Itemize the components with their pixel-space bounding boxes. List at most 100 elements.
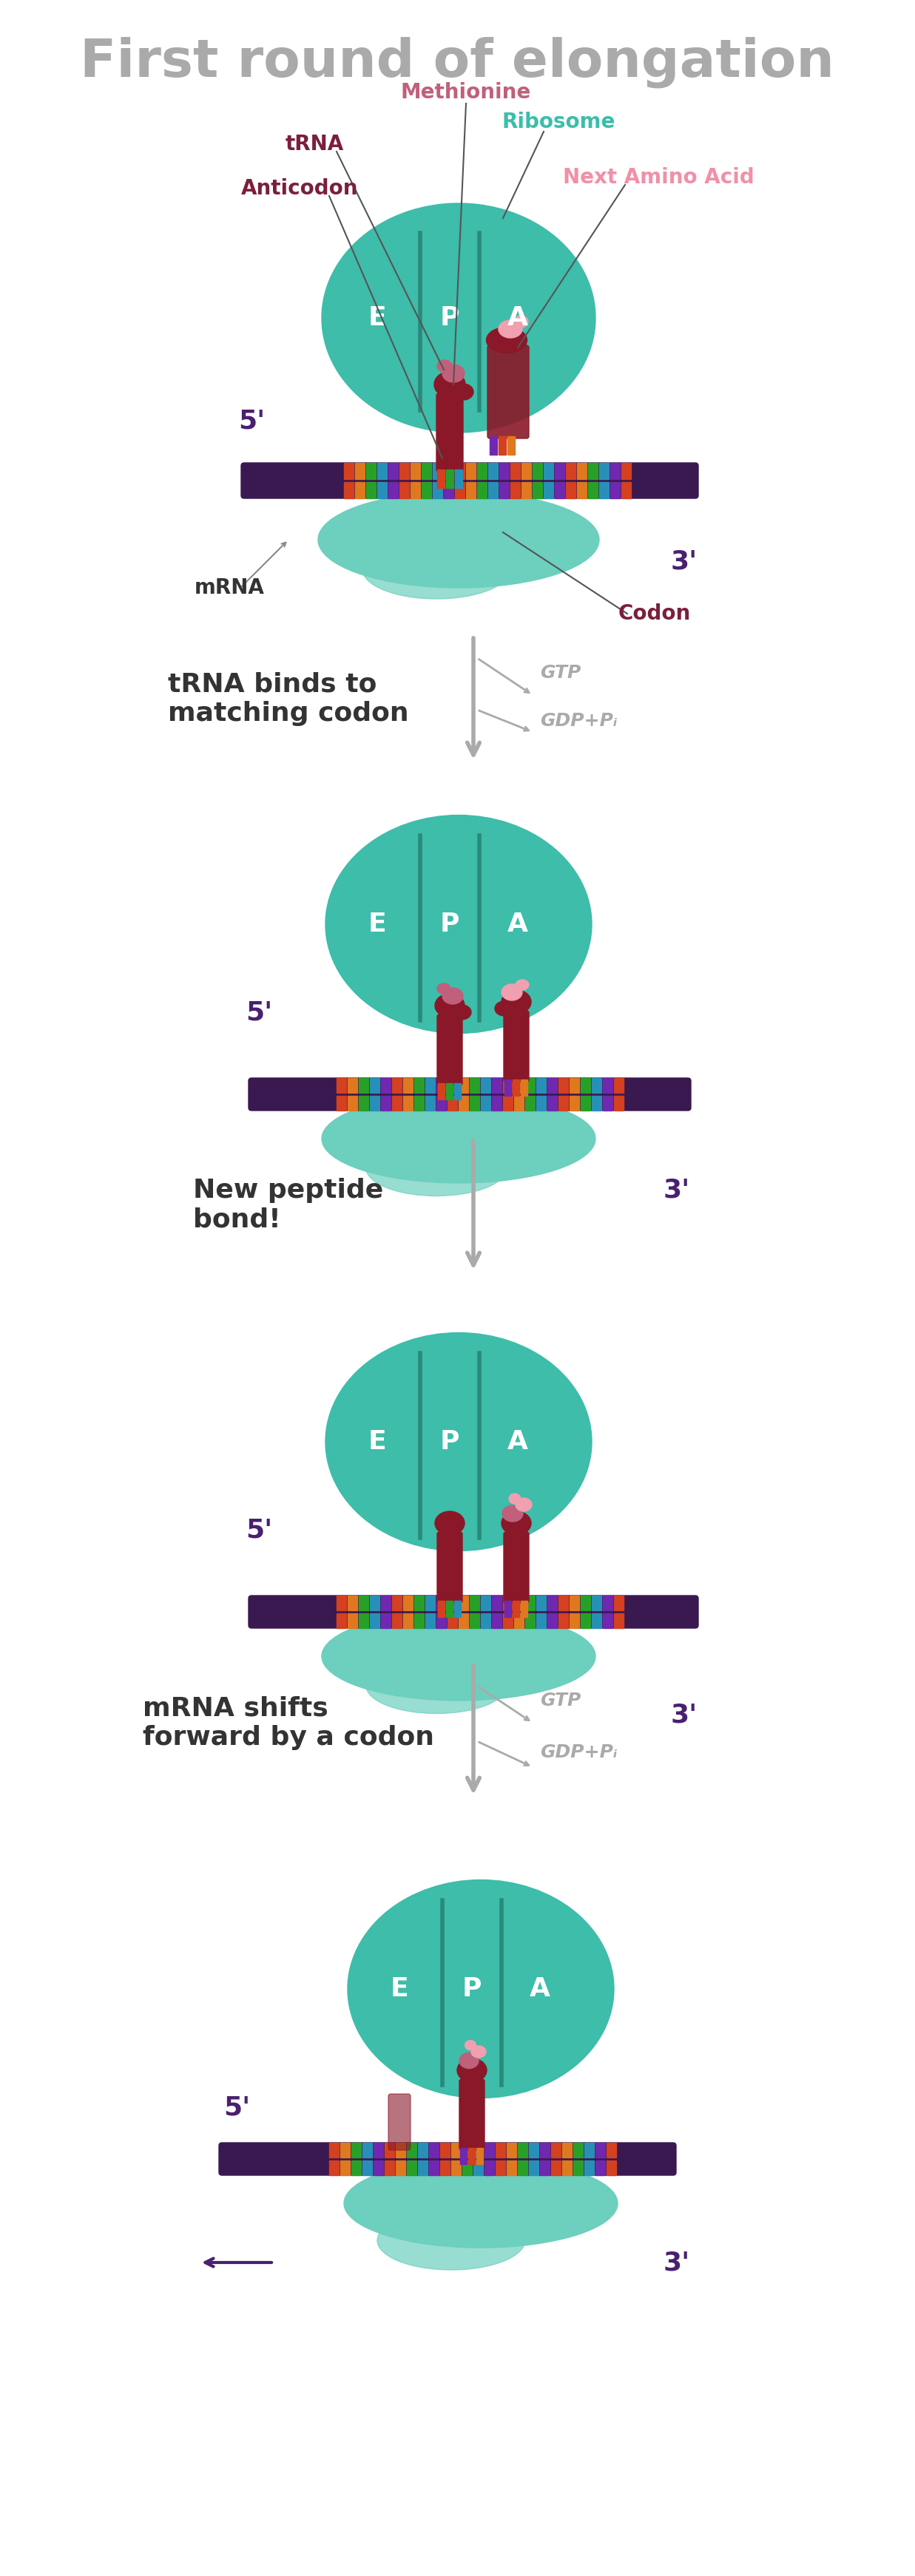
- FancyBboxPatch shape: [436, 394, 463, 471]
- Bar: [599, 482, 608, 497]
- FancyBboxPatch shape: [437, 1533, 462, 1602]
- Bar: [348, 1613, 357, 1628]
- Bar: [574, 2143, 583, 2159]
- Bar: [547, 1095, 557, 1110]
- Bar: [370, 1077, 380, 1092]
- Ellipse shape: [453, 384, 473, 399]
- Bar: [536, 1077, 546, 1092]
- Bar: [425, 1095, 435, 1110]
- Bar: [569, 1077, 579, 1092]
- Bar: [381, 1095, 391, 1110]
- Bar: [500, 482, 509, 497]
- FancyBboxPatch shape: [219, 2143, 676, 2174]
- Bar: [480, 1095, 490, 1110]
- Bar: [469, 1613, 479, 1628]
- Bar: [444, 482, 454, 497]
- FancyBboxPatch shape: [459, 2079, 485, 2151]
- Text: E: E: [368, 307, 386, 330]
- Bar: [547, 1077, 557, 1092]
- Text: E: E: [368, 912, 386, 938]
- Bar: [514, 1595, 523, 1610]
- Bar: [536, 1595, 546, 1610]
- Bar: [392, 1613, 402, 1628]
- Text: GDP+Pᵢ: GDP+Pᵢ: [540, 711, 618, 729]
- Bar: [329, 2143, 339, 2159]
- FancyBboxPatch shape: [488, 345, 529, 438]
- Ellipse shape: [435, 1512, 465, 1535]
- Text: 3': 3': [663, 1177, 690, 1203]
- Bar: [581, 1095, 590, 1110]
- Bar: [533, 482, 543, 497]
- Bar: [499, 435, 506, 456]
- Bar: [558, 1077, 568, 1092]
- Bar: [473, 2161, 483, 2174]
- Ellipse shape: [366, 1141, 507, 1195]
- Bar: [511, 464, 520, 479]
- Bar: [525, 1095, 534, 1110]
- Bar: [370, 1095, 380, 1110]
- Bar: [596, 2161, 605, 2174]
- Ellipse shape: [501, 1512, 531, 1535]
- Text: 5': 5': [245, 1517, 273, 1543]
- Bar: [447, 1595, 458, 1610]
- Bar: [466, 464, 476, 479]
- Bar: [621, 464, 631, 479]
- Bar: [496, 2161, 505, 2174]
- Bar: [603, 1095, 612, 1110]
- Text: A: A: [508, 912, 528, 938]
- Bar: [529, 2161, 539, 2174]
- Ellipse shape: [515, 1499, 532, 1512]
- Bar: [404, 1095, 413, 1110]
- Bar: [460, 2148, 467, 2164]
- Bar: [596, 2143, 605, 2159]
- Text: P: P: [440, 307, 459, 330]
- Text: Methionine: Methionine: [401, 82, 532, 103]
- Ellipse shape: [501, 989, 531, 1015]
- Ellipse shape: [513, 317, 528, 327]
- Bar: [558, 1595, 568, 1610]
- Bar: [511, 482, 520, 497]
- FancyBboxPatch shape: [249, 1077, 691, 1110]
- Bar: [547, 1595, 557, 1610]
- Text: Anticodon: Anticodon: [241, 178, 358, 198]
- Ellipse shape: [348, 1880, 614, 2097]
- Bar: [329, 2161, 339, 2174]
- Bar: [469, 1077, 479, 1092]
- Bar: [521, 1600, 527, 1618]
- Ellipse shape: [322, 204, 596, 433]
- Bar: [514, 1077, 523, 1092]
- Bar: [433, 482, 442, 497]
- Bar: [518, 2161, 527, 2174]
- Bar: [381, 1613, 391, 1628]
- Bar: [522, 464, 531, 479]
- Bar: [490, 435, 497, 456]
- Bar: [592, 1095, 601, 1110]
- Ellipse shape: [362, 541, 511, 598]
- Bar: [436, 1095, 446, 1110]
- Bar: [455, 469, 462, 487]
- Bar: [359, 1613, 369, 1628]
- Bar: [451, 2143, 461, 2159]
- Ellipse shape: [377, 2210, 525, 2269]
- Ellipse shape: [442, 987, 463, 1005]
- Ellipse shape: [326, 1332, 592, 1551]
- Bar: [373, 2161, 383, 2174]
- Bar: [577, 464, 587, 479]
- Text: GTP: GTP: [540, 1692, 581, 1710]
- Bar: [477, 482, 487, 497]
- Text: A: A: [508, 307, 528, 330]
- Bar: [585, 2143, 594, 2159]
- Bar: [469, 1595, 479, 1610]
- Bar: [447, 1613, 458, 1628]
- Bar: [614, 1595, 623, 1610]
- Bar: [581, 1595, 590, 1610]
- Bar: [458, 1095, 468, 1110]
- Bar: [492, 1595, 501, 1610]
- Bar: [462, 2161, 472, 2174]
- Bar: [525, 1077, 534, 1092]
- Ellipse shape: [499, 319, 522, 337]
- Bar: [337, 1095, 346, 1110]
- Bar: [547, 1613, 557, 1628]
- Bar: [359, 1077, 369, 1092]
- Bar: [500, 464, 509, 479]
